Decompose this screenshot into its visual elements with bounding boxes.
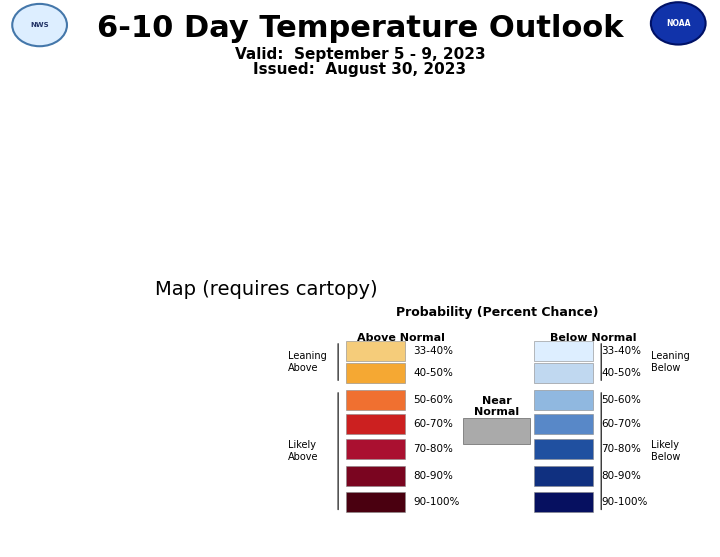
Bar (464, 418, 530, 444)
Text: 70-80%: 70-80% (601, 444, 641, 454)
Text: Valid:  September 5 - 9, 2023: Valid: September 5 - 9, 2023 (235, 47, 485, 62)
Text: 33-40%: 33-40% (601, 346, 642, 356)
Bar (346, 466, 405, 486)
Bar (346, 414, 405, 434)
Text: 90-100%: 90-100% (601, 497, 647, 507)
Text: 50-60%: 50-60% (413, 395, 453, 405)
Text: Near
Normal: Near Normal (474, 396, 519, 417)
Bar (346, 492, 405, 512)
Text: 6-10 Day Temperature Outlook: 6-10 Day Temperature Outlook (96, 14, 624, 43)
Bar (534, 414, 593, 434)
Bar (534, 390, 593, 410)
Text: NOAA: NOAA (666, 19, 690, 28)
Bar (534, 363, 593, 383)
Text: 33-40%: 33-40% (413, 346, 454, 356)
Text: 90-100%: 90-100% (413, 497, 459, 507)
Text: Above Normal: Above Normal (357, 333, 445, 343)
Text: 60-70%: 60-70% (601, 419, 641, 429)
Bar (346, 363, 405, 383)
Text: Below Normal: Below Normal (549, 333, 636, 343)
Bar (346, 390, 405, 410)
Text: NWS: NWS (30, 22, 49, 28)
Text: 50-60%: 50-60% (601, 395, 641, 405)
Text: Probability (Percent Chance): Probability (Percent Chance) (395, 306, 598, 319)
Text: 70-80%: 70-80% (413, 444, 453, 454)
Text: Map (requires cartopy): Map (requires cartopy) (155, 280, 378, 299)
Text: Likely
Above: Likely Above (288, 441, 318, 462)
Text: Likely
Below: Likely Below (652, 441, 680, 462)
Text: 60-70%: 60-70% (413, 419, 453, 429)
Bar (346, 439, 405, 459)
Bar (534, 341, 593, 361)
Bar (534, 492, 593, 512)
Bar (346, 341, 405, 361)
Text: 80-90%: 80-90% (601, 471, 641, 481)
Text: 40-50%: 40-50% (601, 368, 641, 378)
Text: Leaning
Below: Leaning Below (652, 351, 690, 373)
Text: Leaning
Above: Leaning Above (288, 351, 327, 373)
Text: Issued:  August 30, 2023: Issued: August 30, 2023 (253, 62, 467, 77)
Bar (534, 439, 593, 459)
Bar (534, 466, 593, 486)
Text: 40-50%: 40-50% (413, 368, 453, 378)
Text: 80-90%: 80-90% (413, 471, 453, 481)
